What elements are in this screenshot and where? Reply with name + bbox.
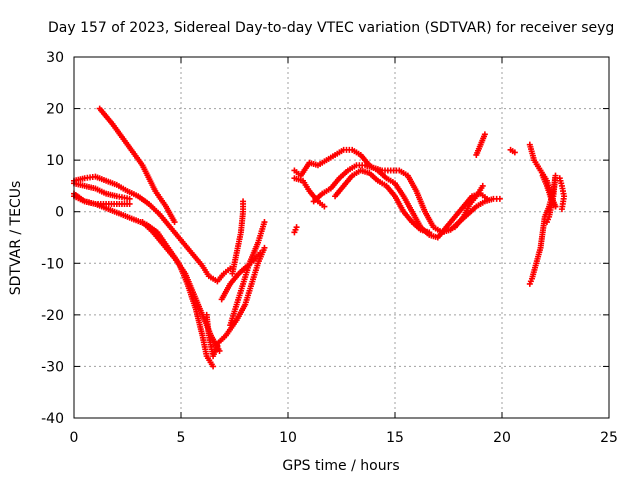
data-point bbox=[240, 198, 247, 205]
series-arc-3 bbox=[71, 180, 133, 202]
x-tick-label: 20 bbox=[493, 430, 511, 446]
series-arc-7 bbox=[212, 244, 268, 349]
y-tick-label: 20 bbox=[46, 102, 64, 118]
data-point bbox=[261, 244, 268, 251]
data-point bbox=[426, 229, 433, 236]
series-arc-12 bbox=[291, 224, 300, 236]
y-tick-label: -40 bbox=[41, 411, 64, 427]
series-arc-21 bbox=[526, 172, 559, 287]
series-arc-2 bbox=[71, 173, 234, 285]
series-arc-14 bbox=[310, 162, 503, 236]
chart-title: Day 157 of 2023, Sidereal Day-to-day VTE… bbox=[48, 20, 614, 36]
data-point bbox=[481, 131, 488, 138]
y-tick-label: -20 bbox=[41, 308, 64, 324]
data-point bbox=[126, 195, 133, 202]
series-arc-22 bbox=[556, 175, 568, 213]
plot-frame bbox=[73, 56, 610, 419]
series-arc-9 bbox=[227, 219, 268, 329]
data-markers bbox=[71, 105, 568, 370]
series-arc-11 bbox=[203, 311, 221, 360]
x-axis-label: GPS time / hours bbox=[282, 458, 399, 474]
data-point bbox=[293, 224, 300, 231]
x-tick-label: 15 bbox=[386, 430, 404, 446]
data-point bbox=[214, 342, 221, 349]
series-arc-10 bbox=[229, 198, 247, 277]
y-tick-label: 0 bbox=[55, 205, 64, 221]
data-point bbox=[257, 249, 264, 256]
x-tick-label: 5 bbox=[177, 430, 186, 446]
data-point bbox=[171, 219, 178, 226]
data-point bbox=[126, 200, 133, 207]
data-point bbox=[216, 347, 223, 354]
series-arc-5 bbox=[71, 193, 217, 370]
y-tick-label: -10 bbox=[41, 256, 64, 272]
series-arc-15 bbox=[332, 167, 433, 236]
data-point bbox=[543, 219, 550, 226]
y-tick-label: 10 bbox=[46, 153, 64, 169]
series-arc-18 bbox=[473, 131, 488, 158]
series-arc-17 bbox=[451, 182, 486, 231]
axis-ticks: 0 5 10 15 20 25 30 20 10 0 -10 -20 -30 -40 bbox=[41, 50, 618, 446]
y-axis-label: SDTVAR / TECUs bbox=[8, 181, 24, 296]
data-point bbox=[479, 182, 486, 189]
data-point bbox=[210, 363, 217, 370]
x-tick-label: 0 bbox=[70, 430, 79, 446]
series-arc-1 bbox=[96, 105, 178, 226]
data-point bbox=[558, 206, 565, 213]
x-tick-label: 10 bbox=[279, 430, 297, 446]
grid-lines bbox=[74, 57, 609, 418]
data-point bbox=[552, 203, 559, 210]
data-point bbox=[321, 203, 328, 210]
data-point bbox=[511, 149, 518, 156]
y-tick-label: 30 bbox=[46, 50, 64, 66]
data-point bbox=[496, 195, 503, 202]
series-arc-19 bbox=[507, 146, 518, 156]
y-tick-label: -30 bbox=[41, 359, 64, 375]
series-arc-23 bbox=[539, 172, 559, 210]
data-point bbox=[261, 219, 268, 226]
series-arc-8 bbox=[218, 249, 264, 303]
series-arc-16 bbox=[291, 175, 328, 210]
x-tick-label: 25 bbox=[600, 430, 618, 446]
